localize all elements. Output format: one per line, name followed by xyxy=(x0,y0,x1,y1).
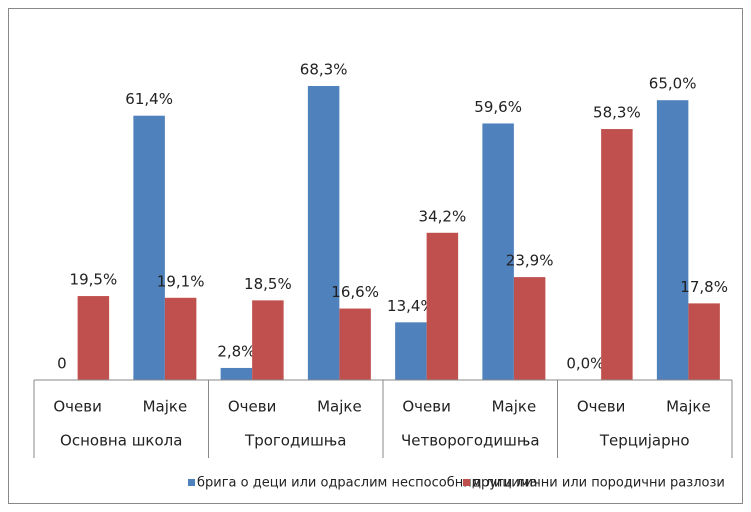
legend: брига о деци или одраслим неспособним ли… xyxy=(188,476,725,491)
value-label: 16,6% xyxy=(331,283,379,301)
value-label: 0 xyxy=(57,355,67,373)
bar xyxy=(482,123,514,380)
value-label: 58,3% xyxy=(593,104,641,122)
value-label: 19,1% xyxy=(157,272,205,290)
value-label: 17,8% xyxy=(680,278,728,296)
bar xyxy=(164,297,197,380)
bar xyxy=(133,115,165,380)
value-label: 19,5% xyxy=(70,271,118,289)
value-label: 34,2% xyxy=(419,207,467,225)
bar xyxy=(513,277,546,380)
bar xyxy=(252,300,284,380)
bar xyxy=(395,322,427,380)
x-tick-label: Мајке xyxy=(666,398,711,416)
x-tick-label: Очеви xyxy=(228,398,277,416)
legend-label: други лични или породични разлози xyxy=(472,476,725,491)
bar xyxy=(656,100,689,380)
bar xyxy=(601,129,633,380)
bar xyxy=(220,367,253,380)
value-label: 65,0% xyxy=(649,75,697,93)
bar xyxy=(77,296,110,380)
group-label: Четворогодишња xyxy=(401,432,540,450)
bar xyxy=(307,86,340,380)
x-tick-label: Очеви xyxy=(53,398,102,416)
group-label: Основна школа xyxy=(60,432,182,450)
value-label: 59,6% xyxy=(474,98,522,116)
bar xyxy=(688,303,720,380)
x-tick-label: Мајке xyxy=(317,398,362,416)
x-tick-label: Мајке xyxy=(143,398,188,416)
value-label: 0,0% xyxy=(566,355,604,373)
value-label: 18,5% xyxy=(244,275,292,293)
x-tick-label: Очеви xyxy=(577,398,626,416)
bar xyxy=(426,232,459,380)
value-label: 13,4% xyxy=(387,297,435,315)
x-tick-label: Мајке xyxy=(492,398,537,416)
value-label: 61,4% xyxy=(125,90,173,108)
group-label: Трогодишња xyxy=(244,432,346,450)
legend-swatch xyxy=(188,479,195,486)
x-tick-label: Очеви xyxy=(402,398,451,416)
bar xyxy=(339,308,371,380)
legend-swatch xyxy=(463,479,470,486)
value-label: 23,9% xyxy=(506,252,554,270)
value-label: 2,8% xyxy=(217,342,255,360)
value-label: 68,3% xyxy=(300,61,348,79)
legend-label: брига о деци или одраслим неспособним ли… xyxy=(197,476,537,491)
group-label: Терцијарно xyxy=(599,432,690,450)
